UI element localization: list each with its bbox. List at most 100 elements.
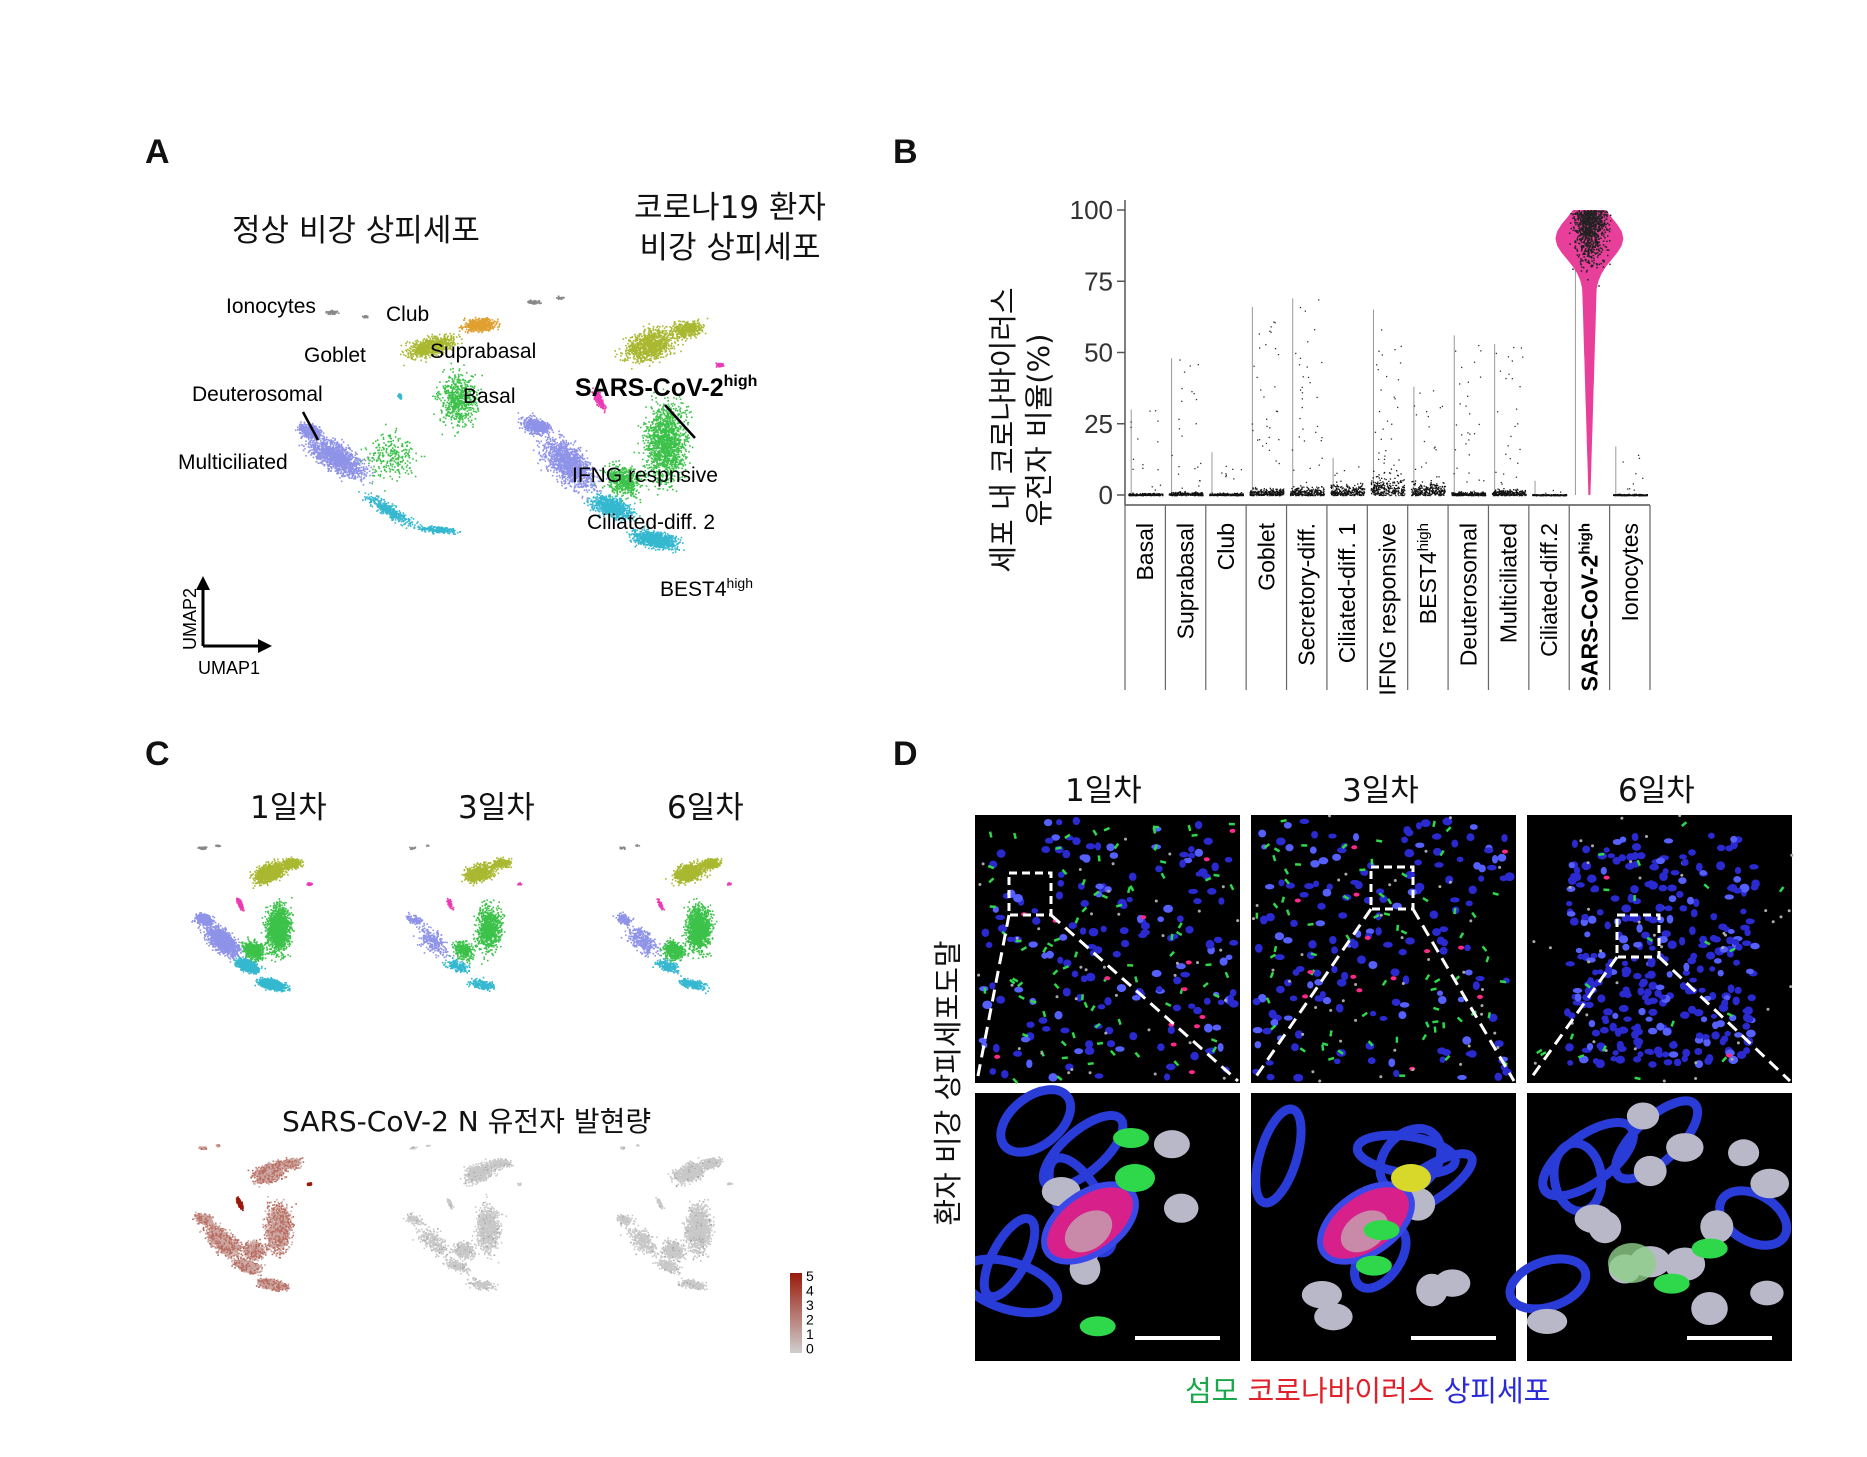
violin-10	[1532, 480, 1568, 497]
label-suprabasal: Suprabasal	[430, 340, 536, 363]
x-category-label-2: Club	[1213, 523, 1239, 570]
legend-cilia: 섬모	[1185, 1374, 1238, 1408]
micrograph-top-2	[1251, 815, 1516, 1083]
panel-label-b: B	[893, 133, 918, 172]
panel-d-day1-title: 1일차	[1065, 765, 1142, 810]
umap2-label: UMAP2	[180, 588, 200, 650]
umap2-arrow	[196, 576, 210, 590]
micrograph-zoom-row	[975, 1085, 1792, 1361]
day6-umap	[612, 844, 732, 995]
panel-d-day6-title: 6일차	[1618, 765, 1695, 810]
label-deuterosomal: Deuterosomal	[192, 383, 323, 406]
panel-label-c: C	[145, 735, 170, 774]
panel-c-umap-cells	[191, 844, 733, 1292]
day6-expression	[616, 1144, 733, 1291]
panel-b-ylabel-line1: 세포 내 코로나바이러스	[985, 235, 1021, 625]
umap-normal-title: 정상 비강 상피세포	[232, 205, 480, 250]
expression-colorbar	[790, 1273, 802, 1353]
panel-c-day3-title: 3일차	[458, 782, 535, 827]
day1-expression	[192, 1144, 313, 1292]
violin-7	[1410, 386, 1446, 497]
umap-normal-cells	[294, 309, 501, 535]
x-category-label-6: IFNG responsive	[1375, 523, 1401, 696]
umap-covid-title-line2: 비강 상피세포	[600, 228, 860, 268]
panel-d-day3-title: 3일차	[1342, 765, 1419, 810]
panel-label-a: A	[145, 133, 170, 172]
colorbar-tick-5: 5	[806, 1268, 814, 1284]
violin-shape-sars	[1555, 210, 1624, 495]
violin-1	[1168, 358, 1204, 497]
zoom-box-3	[1615, 913, 1661, 959]
micrograph-overview-row	[975, 815, 1794, 1084]
violin-0	[1128, 409, 1164, 497]
micrograph-top-3	[1527, 815, 1794, 1083]
zoom-box-2	[1369, 865, 1415, 911]
violin-chart: 0 25 50 75 100 Basal Suprabasal Club Goblet Secr…	[1070, 195, 1651, 696]
label-club: Club	[386, 303, 429, 326]
micrograph-bottom-2	[1251, 1093, 1516, 1361]
colorbar-tick-1: 1	[806, 1326, 814, 1342]
violin-12	[1613, 446, 1648, 497]
x-category-label-8: Deuterosomal	[1455, 523, 1481, 666]
y-tick-label-75: 75	[1084, 266, 1113, 296]
micrograph-top-1	[975, 815, 1240, 1084]
x-category-label-12: Ionocytes	[1617, 523, 1643, 621]
day3-expression	[402, 1144, 522, 1292]
violin-category-labels: Basal Suprabasal Club Goblet Secretory-diff.…	[1132, 522, 1643, 695]
x-category-label-1: Suprabasal	[1173, 523, 1199, 639]
normal-clusters	[294, 309, 501, 535]
label-best4-high: BEST4high	[660, 575, 753, 601]
violin-6	[1370, 309, 1406, 497]
x-category-label-0: Basal	[1132, 523, 1158, 581]
violin-11	[1555, 210, 1624, 495]
label-multiciliated: Multiciliated	[178, 451, 288, 474]
umap1-label: UMAP1	[198, 658, 260, 678]
violin-4	[1289, 298, 1325, 497]
x-category-label-11: SARS-CoV-2high	[1576, 523, 1602, 691]
y-tick-label-25: 25	[1084, 409, 1113, 439]
violin-axes: 0 25 50 75 100	[1070, 195, 1651, 690]
label-ionocytes: Ionocytes	[226, 295, 316, 318]
umap-covid-title: 코로나19 환자 비강 상피세포	[600, 188, 860, 268]
colorbar-tick-2: 2	[806, 1312, 814, 1328]
x-category-label-3: Goblet	[1253, 522, 1279, 590]
x-category-label-9: Multiciliated	[1496, 523, 1522, 643]
panel-label-d: D	[893, 735, 918, 774]
label-ciliated-diff2: Ciliated-diff. 2	[587, 511, 715, 534]
umap1-arrow	[258, 639, 272, 653]
panel-d-side-label: 환자 비강 상피세포도말	[925, 908, 967, 1258]
violin-5	[1330, 457, 1366, 497]
panel-c-day1-title: 1일차	[250, 782, 327, 827]
violin-8	[1451, 335, 1487, 497]
legend-epithelial: 상피세포	[1444, 1374, 1551, 1408]
violin-9	[1491, 343, 1527, 497]
micrograph-bottom-1	[975, 1085, 1240, 1361]
x-category-label-10: Ciliated-diff.2	[1536, 523, 1562, 657]
legend-virus: 코로나바이러스	[1248, 1374, 1435, 1408]
violin-points	[1128, 210, 1648, 497]
umap-panel-a: Ionocytes Club Goblet Suprabasal Deutero…	[178, 295, 757, 678]
y-tick-label-50: 50	[1084, 338, 1113, 368]
panel-c-day6-title: 6일차	[667, 782, 744, 827]
sars-pointer	[664, 404, 696, 439]
label-goblet: Goblet	[304, 344, 366, 367]
x-category-label-5: Ciliated-diff. 1	[1334, 523, 1360, 663]
panel-d-legend: 섬모 코로나바이러스 상피세포	[1185, 1368, 1550, 1410]
label-sars-high: SARS-CoV-2high	[575, 373, 757, 402]
label-ifng: IFNG respnsive	[572, 464, 718, 487]
violin-3	[1249, 306, 1285, 497]
panel-c-expression-title: SARS-CoV-2 N 유전자 발현량	[282, 1100, 651, 1140]
x-category-label-7: BEST4high	[1415, 523, 1441, 624]
violin-2	[1209, 452, 1244, 497]
x-category-label-4: Secretory-diff.	[1294, 523, 1320, 666]
covid-clusters	[517, 295, 725, 554]
deuterosomal-pointer	[301, 411, 320, 441]
y-tick-label-100: 100	[1070, 195, 1113, 225]
day3-umap	[405, 844, 523, 992]
micrograph-bottom-3	[1505, 1093, 1792, 1361]
label-basal: Basal	[463, 385, 516, 408]
umap-covid-title-line1: 코로나19 환자	[600, 188, 860, 228]
day1-umap	[191, 844, 313, 993]
